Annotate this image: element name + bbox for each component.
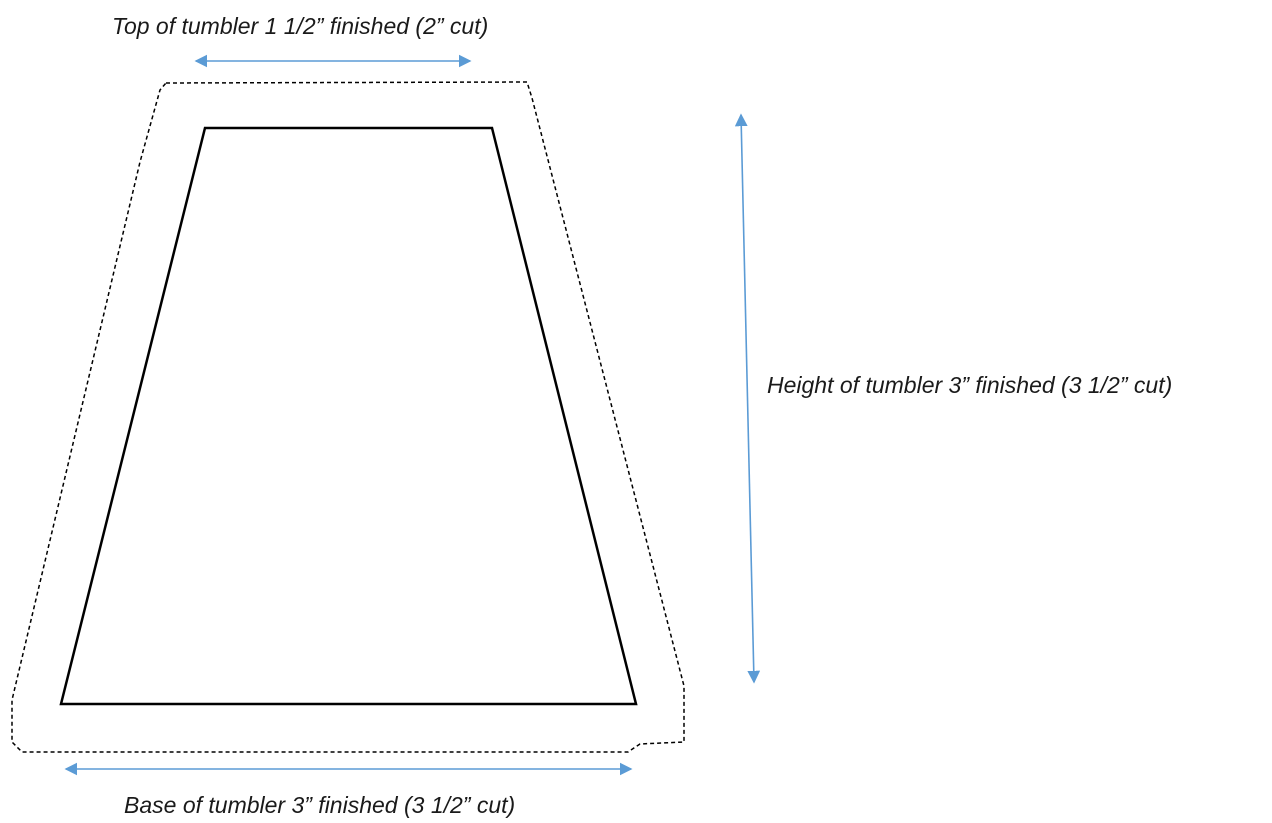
base-width-label: Base of tumbler 3” finished (3 1/2” cut) <box>124 792 516 818</box>
finished-tumbler-outline <box>59 126 638 706</box>
cut-line-outline <box>11 81 685 753</box>
height-label: Height of tumbler 3” finished (3 1/2” cu… <box>767 372 1173 398</box>
top-width-label: Top of tumbler 1 1/2” finished (2” cut) <box>112 13 489 39</box>
height-arrow <box>734 113 761 684</box>
